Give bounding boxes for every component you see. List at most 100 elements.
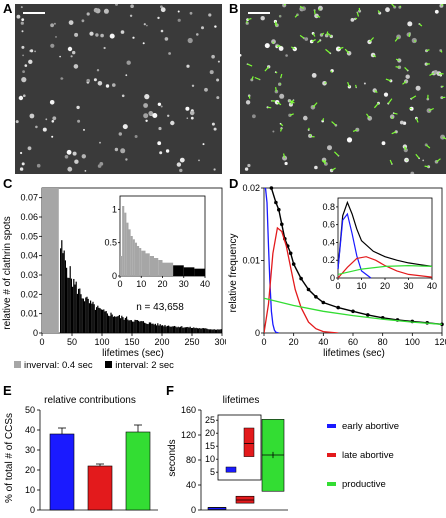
track-overlay [283, 4, 287, 6]
panel-d-line-late-abortive [264, 226, 339, 333]
panel-d-inset-xtick-label: 10 [356, 281, 366, 291]
micro-spot [103, 46, 106, 50]
micro-spot [146, 24, 148, 27]
track-overlay [274, 21, 278, 27]
micro-spot [187, 37, 193, 44]
panel-c-bar-black [116, 316, 118, 333]
panel-c-ytick-label: 0.02 [20, 289, 38, 299]
micro-spot [158, 126, 162, 131]
track-overlay [272, 41, 275, 44]
panel-c-bar-black [62, 253, 64, 333]
panel-c-bar-black [212, 329, 214, 333]
panel-f-chart: lifetimes seconds 0 40 80 120 160 5 10 15 20 25 [167, 395, 288, 515]
micro-spot [30, 49, 34, 53]
micro-spot [74, 159, 79, 164]
panel-c-inset-bar [130, 236, 133, 276]
track-overlay [324, 81, 327, 84]
micro-spot [21, 162, 25, 166]
micro-spot [159, 151, 163, 155]
panel-d-point [291, 262, 296, 266]
panel-c-bar-black [177, 326, 179, 333]
panel-c-bar-black [61, 240, 63, 333]
micro-spot [189, 11, 193, 15]
panel-c-bar-black [210, 329, 212, 333]
track-overlay [289, 113, 294, 116]
panel-d-inset-line-late [337, 256, 433, 279]
panel-d-inset-ytick-label: 0.6 [322, 220, 335, 230]
micro-spot [424, 62, 428, 66]
micro-spot [51, 135, 54, 138]
micro-spot [244, 167, 249, 171]
micro-spot [22, 70, 25, 73]
panel-c-bar-black [147, 324, 149, 333]
track-overlay [316, 15, 321, 18]
panel-d-ytick-label: 0.02 [242, 183, 260, 193]
track-overlay [385, 78, 392, 82]
panel-c-bar-black [117, 316, 119, 333]
panel-c-inset-bar [194, 268, 206, 276]
panel-d-point [280, 222, 284, 227]
micro-spot [335, 46, 341, 52]
panel-d-line-early-abortive [264, 188, 279, 333]
micro-spot [84, 170, 87, 172]
track-overlay [410, 95, 417, 100]
micro-spot [179, 168, 183, 173]
panel-c-bar-black [195, 327, 197, 333]
panel-c-bar-black [132, 321, 134, 333]
track-overlay [312, 33, 316, 37]
micro-spot [121, 94, 125, 98]
panel-e-chart: relative contributions % of total # of C… [4, 395, 158, 515]
micro-spot [96, 69, 100, 72]
panel-c-ytick-label: 0.01 [20, 309, 38, 319]
panel-d-point [288, 251, 293, 256]
legend-swatch-red [327, 453, 336, 458]
micro-spot [20, 6, 23, 9]
panel-c-inset-ytick-label: 0 [112, 271, 117, 281]
panel-letter-d: D [229, 176, 239, 191]
panel-c-bar-gray [42, 188, 59, 333]
micro-spot [125, 74, 128, 77]
track-overlay [317, 39, 321, 44]
track-overlay [413, 40, 417, 43]
panel-c-inset-bar [158, 260, 163, 276]
micro-spot [83, 128, 85, 131]
panel-d-inset-line-productive [337, 264, 433, 275]
micro-spot [152, 113, 158, 118]
micro-spot [191, 84, 195, 88]
panel-c-bar-black [114, 316, 116, 333]
track-overlay [283, 153, 286, 159]
track-overlay [394, 36, 400, 42]
panel-c-xtick-label: 300 [214, 337, 226, 347]
micro-spot [284, 161, 288, 166]
track-overlay [330, 70, 333, 73]
legend-item-late: late abortive [327, 450, 399, 462]
panel-c-bar-black [148, 322, 150, 333]
micro-background [240, 4, 446, 174]
panel-e-ylabel: % of total # of CCSs [4, 413, 15, 503]
track-overlay [393, 112, 398, 115]
micro-spot [67, 166, 73, 172]
micro-spot [105, 84, 110, 88]
track-overlay [309, 134, 312, 137]
track-overlay [425, 144, 431, 149]
panel-c-bar-black [105, 311, 107, 333]
micro-spot [20, 21, 24, 25]
micro-spot [164, 37, 169, 41]
micro-spot [160, 105, 163, 108]
panel-c-bar-black [194, 328, 196, 333]
legend-swatch-green [327, 482, 336, 487]
panel-f-ytick-label: 80 [186, 455, 196, 465]
micro-spot [134, 135, 138, 138]
micro-spot [45, 118, 48, 121]
panel-c-bar-black [67, 277, 69, 333]
panel-d-point [351, 309, 355, 314]
panel-d-inset: 0 0.2 0.4 0.6 0.8 0 10 20 30 40 [322, 197, 437, 291]
scale-bar-b [248, 12, 270, 14]
panel-c-bar-black [112, 316, 114, 333]
track-overlay [331, 121, 337, 126]
micro-spot [304, 37, 309, 41]
panel-e-bar-late-abortive [87, 465, 113, 511]
panel-f-inset-ytick-label: 15 [205, 441, 215, 451]
micro-spot [18, 95, 24, 101]
